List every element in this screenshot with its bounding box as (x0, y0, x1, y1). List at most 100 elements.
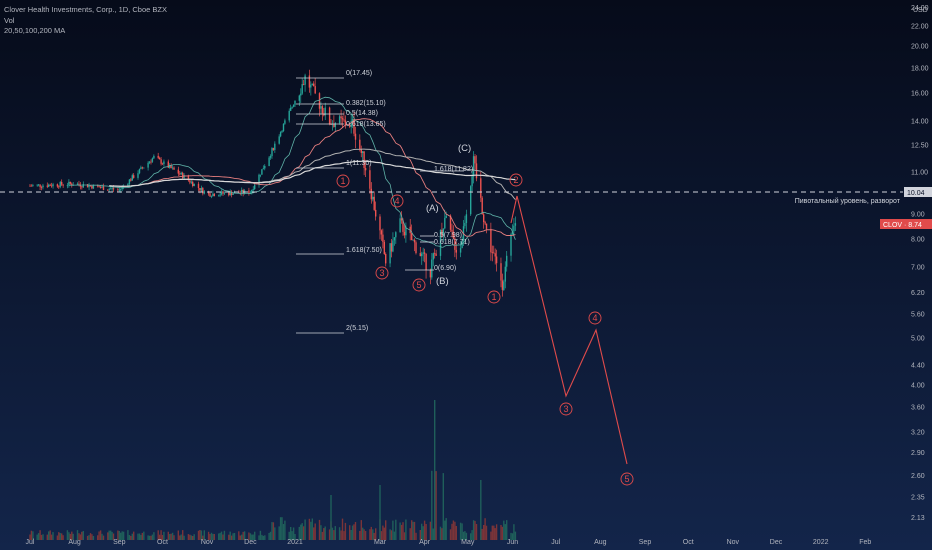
candle-body (62, 184, 64, 186)
volume-bar (298, 526, 300, 540)
candle-body (203, 191, 205, 194)
volume-bar (390, 530, 393, 540)
time-tick: Jun (507, 539, 518, 546)
time-tick: Aug (68, 539, 81, 546)
candle-body (455, 249, 457, 253)
candle-body (298, 95, 300, 101)
candle-body (279, 132, 282, 137)
volume-bar (415, 532, 417, 540)
price-tick: 2.90 (911, 450, 925, 457)
candle-body (390, 243, 393, 252)
wave-label-red1b: 1 (491, 292, 496, 302)
ma-20-line (68, 96, 516, 248)
volume-bar (372, 529, 374, 540)
fib-label-2: 2(5.15) (346, 325, 368, 332)
price-tick: 20.00 (911, 44, 929, 51)
volume-bar (302, 526, 305, 540)
volume-bar (150, 535, 152, 540)
volume-bar (419, 530, 421, 540)
candle-body (290, 107, 292, 111)
volume-bar (341, 518, 344, 540)
volume-bar (480, 480, 482, 540)
candle-body (425, 253, 427, 271)
volume-bar (324, 526, 326, 540)
candle-body (320, 106, 322, 109)
volume-bar (249, 533, 252, 540)
volume-bar (98, 531, 100, 540)
candle-body (493, 252, 495, 254)
candle-body (30, 185, 33, 187)
volume-bar (252, 534, 254, 540)
time-tick: Dec (244, 539, 257, 546)
price-tick: 5.60 (911, 312, 925, 319)
candle-body (403, 231, 406, 236)
volume-bar (503, 520, 505, 540)
volume-bar (434, 400, 436, 540)
time-tick: Aug (594, 539, 607, 546)
price-tick: 2.35 (911, 495, 925, 502)
volume-bar (301, 523, 303, 540)
candle-body (269, 156, 272, 158)
volume-bar (320, 525, 322, 540)
price-tick: 22.00 (911, 23, 929, 30)
volume-bar (169, 534, 171, 540)
wave-circle-red5b (620, 472, 634, 486)
candle-body (308, 75, 311, 88)
price-tick: 11.00 (911, 169, 928, 176)
fib-levels-main[interactable] (296, 77, 344, 334)
volume-bar (511, 533, 514, 540)
volume-bar (444, 520, 446, 540)
volume-bar (210, 532, 213, 540)
volume-bar (101, 533, 103, 540)
candle-body (435, 253, 437, 256)
candle-body (449, 215, 452, 230)
volume-bar (72, 533, 74, 540)
volume-bar (462, 531, 465, 540)
candle-body (471, 176, 473, 187)
volume-bar (269, 531, 272, 540)
candle-body (112, 188, 115, 190)
volume-bar (258, 535, 260, 540)
time-axis[interactable]: Jul Aug Sep Oct Nov Dec 2021 Mar Apr May Jun Jul Aug… (26, 539, 872, 546)
volume-bar (445, 518, 447, 540)
volume-bar (42, 534, 44, 540)
volume-bar (99, 530, 102, 540)
candle-body (79, 184, 82, 187)
candle-body (324, 107, 326, 116)
price-axis-currency: USD (913, 7, 928, 14)
candle-body (220, 191, 223, 195)
candle-body (465, 214, 468, 223)
candle-body (359, 139, 361, 150)
fib-levels-secondary[interactable] (405, 170, 464, 271)
volume-bar (78, 533, 80, 540)
projection-path[interactable] (510, 195, 628, 465)
volume-bar (510, 532, 512, 540)
candle-body (421, 253, 423, 257)
wave-label-red4b: 4 (592, 313, 597, 323)
candle-body (101, 186, 103, 188)
volume-bar (48, 531, 50, 540)
volume-bar (363, 529, 365, 540)
candle-body (40, 187, 43, 188)
candle-body (61, 182, 63, 185)
candle-body (190, 181, 192, 183)
candle-body (258, 174, 260, 186)
candle-body (393, 237, 396, 241)
volume-bar (82, 531, 84, 540)
candle-body (501, 280, 504, 290)
candle-body (442, 228, 444, 236)
volume-bar (481, 528, 483, 540)
price-tick: 9.00 (911, 212, 925, 219)
volume-bar (343, 531, 345, 540)
volume-bar (141, 532, 143, 540)
volume-bar (238, 531, 240, 540)
fib-label-618: 0.618(13.65) (346, 121, 386, 128)
candle-body (429, 270, 432, 278)
candle-body (445, 215, 447, 218)
candle-body (91, 186, 93, 189)
volume-bar (170, 533, 172, 540)
candle-body (472, 156, 475, 177)
candle-body (480, 178, 482, 198)
volume-bar (308, 518, 311, 540)
